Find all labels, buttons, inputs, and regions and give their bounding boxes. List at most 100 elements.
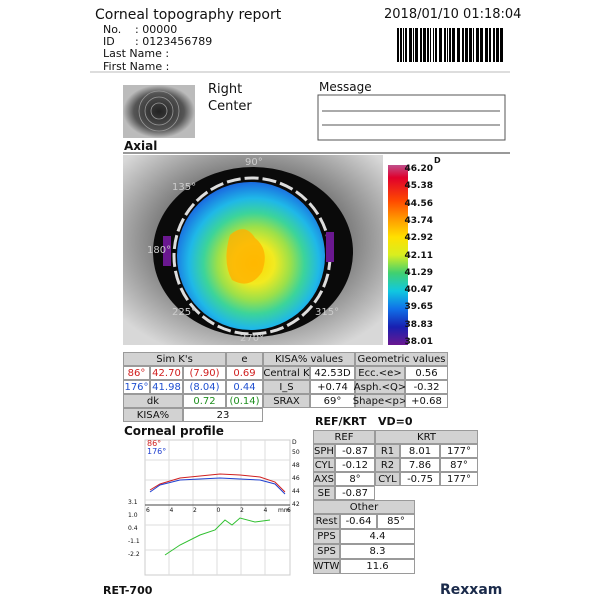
thumbnail-rings xyxy=(138,90,180,132)
axial-title: Axial xyxy=(124,139,158,153)
angle-label: 180° xyxy=(147,245,172,256)
barcode-bar xyxy=(430,28,431,62)
barcode-bar xyxy=(413,28,414,62)
simk-cell: 0.69 xyxy=(226,366,263,380)
barcode-bar xyxy=(405,28,407,62)
barcode-bar xyxy=(496,28,499,62)
barcode-bar xyxy=(480,28,483,62)
barcode-bar xyxy=(469,28,472,62)
profile-green xyxy=(164,517,271,556)
geometric-value: 0.56 xyxy=(405,366,448,380)
profile-grid xyxy=(145,440,290,575)
other-value: -0.64 xyxy=(340,514,377,529)
profile-y-right: 46 xyxy=(292,475,300,482)
scale-label: 42.11 xyxy=(404,250,433,261)
simk-cell: 86° xyxy=(123,366,150,380)
scale-label: 46.20 xyxy=(404,164,433,174)
simk-dk-value: 0.72 xyxy=(183,394,226,408)
barcode-bar xyxy=(433,28,434,62)
profile-y-right: 44 xyxy=(292,488,300,495)
kisa-row-label: Central K xyxy=(263,366,310,380)
krt-label: CYL xyxy=(375,472,400,486)
krt-axis: 87° xyxy=(440,458,478,472)
report-title: Corneal topography report xyxy=(95,7,282,23)
simk-cell: (8.04) xyxy=(183,380,226,394)
scale-label: 38.83 xyxy=(404,319,433,330)
refkrt-vd: VD=0 xyxy=(378,415,413,428)
krt-value: 7.86 xyxy=(400,458,440,472)
barcode-bar xyxy=(397,28,399,62)
profile-x-label: 4 xyxy=(263,507,268,514)
profile-x-label: 4 xyxy=(169,507,174,514)
report-datetime: 2018/01/10 01:18:04 xyxy=(384,7,522,22)
other-value: 4.4 xyxy=(340,529,415,544)
kisa-value: 23 xyxy=(183,408,263,422)
geometric-label: Asph.<Q> xyxy=(353,380,407,394)
patient-value: : 0123456789 xyxy=(135,35,213,48)
other-header: Other xyxy=(313,500,415,514)
scale-label: 43.74 xyxy=(404,215,433,226)
name-field: First Name : xyxy=(103,60,170,73)
barcode-bar xyxy=(493,28,495,62)
ref-label: SE xyxy=(313,486,335,500)
geometric-label: Shape<p> xyxy=(352,394,408,408)
refkrt-title: REF/KRT xyxy=(315,415,367,428)
kisa-label: KISA% xyxy=(123,408,183,422)
profile-y-right: 48 xyxy=(292,462,300,469)
patient-value: : 00000 xyxy=(135,23,178,36)
model: RET-700 xyxy=(103,584,153,597)
barcode-bar xyxy=(420,28,422,62)
barcode-bar xyxy=(415,28,418,62)
message-box xyxy=(317,94,506,141)
ref-label: SPH xyxy=(313,444,335,458)
profile-red xyxy=(149,473,286,493)
barcode-bar xyxy=(444,28,446,62)
geometric-label: Ecc.<e> xyxy=(355,366,405,380)
simk-header: e xyxy=(226,352,263,366)
profile-title: Corneal profile xyxy=(124,424,224,438)
simk-dk-value: (0.14) xyxy=(226,394,263,408)
profile-x-label: 2 xyxy=(240,507,244,514)
profile-y-left: 1.0 xyxy=(128,512,138,519)
barcode-bar xyxy=(409,28,412,62)
krt-label: R2 xyxy=(375,458,400,472)
profile-x-label: 6 xyxy=(287,507,291,514)
ref-value: -0.87 xyxy=(335,486,375,500)
legend-blue: 176° xyxy=(147,447,167,456)
kisa-row-label: SRAX xyxy=(263,394,310,408)
barcode-bar xyxy=(462,28,464,62)
angle-label: 270° xyxy=(240,333,265,344)
geometric-value: +0.68 xyxy=(405,394,448,408)
ref-value: -0.12 xyxy=(335,458,375,472)
scale-label: 38.01 xyxy=(404,337,433,347)
legend-red: 86° xyxy=(147,439,162,448)
ref-value: -0.87 xyxy=(335,444,375,458)
eye-side: Right xyxy=(208,82,243,97)
angle-label: 90° xyxy=(245,157,263,168)
geometric-header: Geometric values xyxy=(355,352,448,366)
profile-unit: D xyxy=(292,439,297,446)
patient-label: ID xyxy=(103,35,115,48)
kisa-row-value: 69° xyxy=(310,394,355,408)
kisa-row-label: I_S xyxy=(263,380,310,394)
profile-y-left: 3.1 xyxy=(128,499,138,506)
barcode-bar xyxy=(500,28,503,62)
barcode-bar xyxy=(447,28,448,62)
barcode-bar xyxy=(476,28,479,62)
eye-thumbnail xyxy=(123,85,195,138)
patient-label: No. xyxy=(103,23,122,36)
krt-axis: 177° xyxy=(440,472,478,486)
ref-label: AXS xyxy=(313,472,335,486)
patch xyxy=(163,236,171,266)
angle-label: 135° xyxy=(172,182,197,193)
krt-label: R1 xyxy=(375,444,400,458)
scale-label: 41.29 xyxy=(404,267,433,278)
barcode xyxy=(397,28,503,62)
scale-label: 40.47 xyxy=(404,285,433,296)
barcode-bar xyxy=(473,28,474,62)
ref-header: REF xyxy=(313,430,375,444)
message-lines xyxy=(322,110,500,126)
ref-label: CYL xyxy=(313,458,335,472)
